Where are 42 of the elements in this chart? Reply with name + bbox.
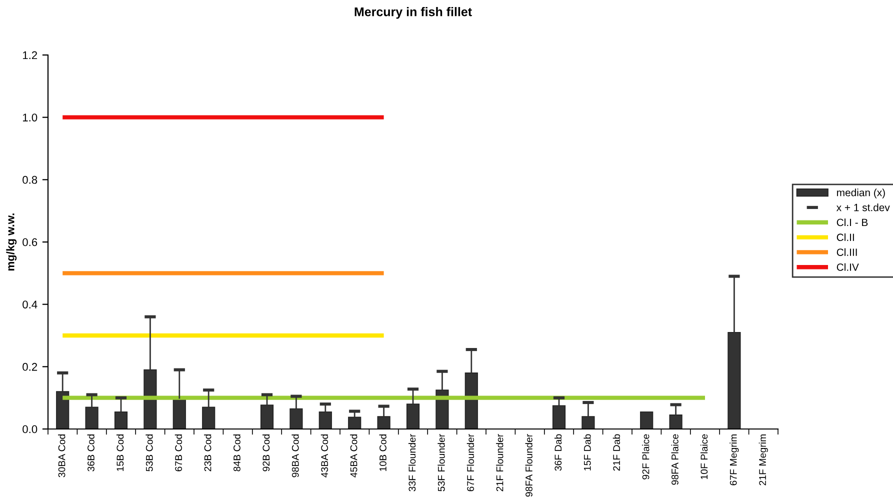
x-tick-label: 53F Flounder [438, 434, 445, 492]
x-tick-label: 67B Cod [174, 434, 182, 472]
x-tick-label: 21F Megrim [758, 434, 768, 486]
y-tick-label: 1.0 [22, 114, 38, 122]
x-tick-label: 84B Cod [233, 434, 240, 472]
x-tick-label: 23B Cod [204, 434, 212, 472]
legend-label: Cl.IV [836, 263, 859, 271]
x-tick-label: 67F Megrim [730, 434, 739, 486]
x-tick-label: 10B Cod [379, 434, 386, 471]
x-tick-label: 36F Dab [554, 434, 562, 471]
x-tick-label: 45BA Cod [350, 434, 358, 478]
y-tick-label: 0.0 [22, 425, 38, 434]
legend-label: median (x) [837, 188, 885, 198]
bar [640, 411, 654, 429]
x-tick-label: 15B Cod [116, 434, 124, 471]
y-tick-label: 0.2 [22, 362, 38, 371]
x-tick-label: 21F Dab [612, 434, 620, 471]
x-tick-label: 10F Plaice [700, 434, 708, 480]
x-tick-label: 33F Flounder [408, 434, 416, 492]
y-tick-label: 0.6 [22, 238, 38, 246]
legend-label: Cl.I - B [836, 218, 868, 226]
bar [348, 416, 362, 429]
x-tick-label: 15F Dab [584, 434, 591, 470]
x-tick-label: 43BA Cod [320, 434, 328, 478]
x-tick-label: 92F Plaice [642, 434, 650, 480]
y-tick-label: 0.4 [22, 300, 38, 308]
x-tick-label: 98BA Cod [292, 434, 299, 478]
x-tick-label: 92B Cod [262, 434, 270, 472]
legend-label: Cl.III [836, 248, 857, 256]
y-tick-label: 0.8 [22, 176, 38, 184]
y-axis-title: mg/kg w.w. [6, 214, 17, 270]
x-tick-label: 30BA Cod [58, 434, 66, 478]
x-tick-label: 53B Cod [146, 434, 153, 472]
x-tick-label: 98FA Plaice [671, 434, 678, 485]
chart-title: Mercury in fish fillet [354, 7, 472, 19]
x-tick-label: 67F Flounder [466, 434, 474, 492]
x-tick-label: 21F Flounder [496, 434, 504, 492]
text: x + 1 st.dev [836, 204, 890, 212]
x-tick-label: 36B Cod [87, 434, 94, 472]
x-tick-label: 98FA Flounder [525, 434, 532, 497]
y-tick-label: 1.2 [22, 51, 38, 60]
legend-label: Cl.II [836, 233, 854, 242]
